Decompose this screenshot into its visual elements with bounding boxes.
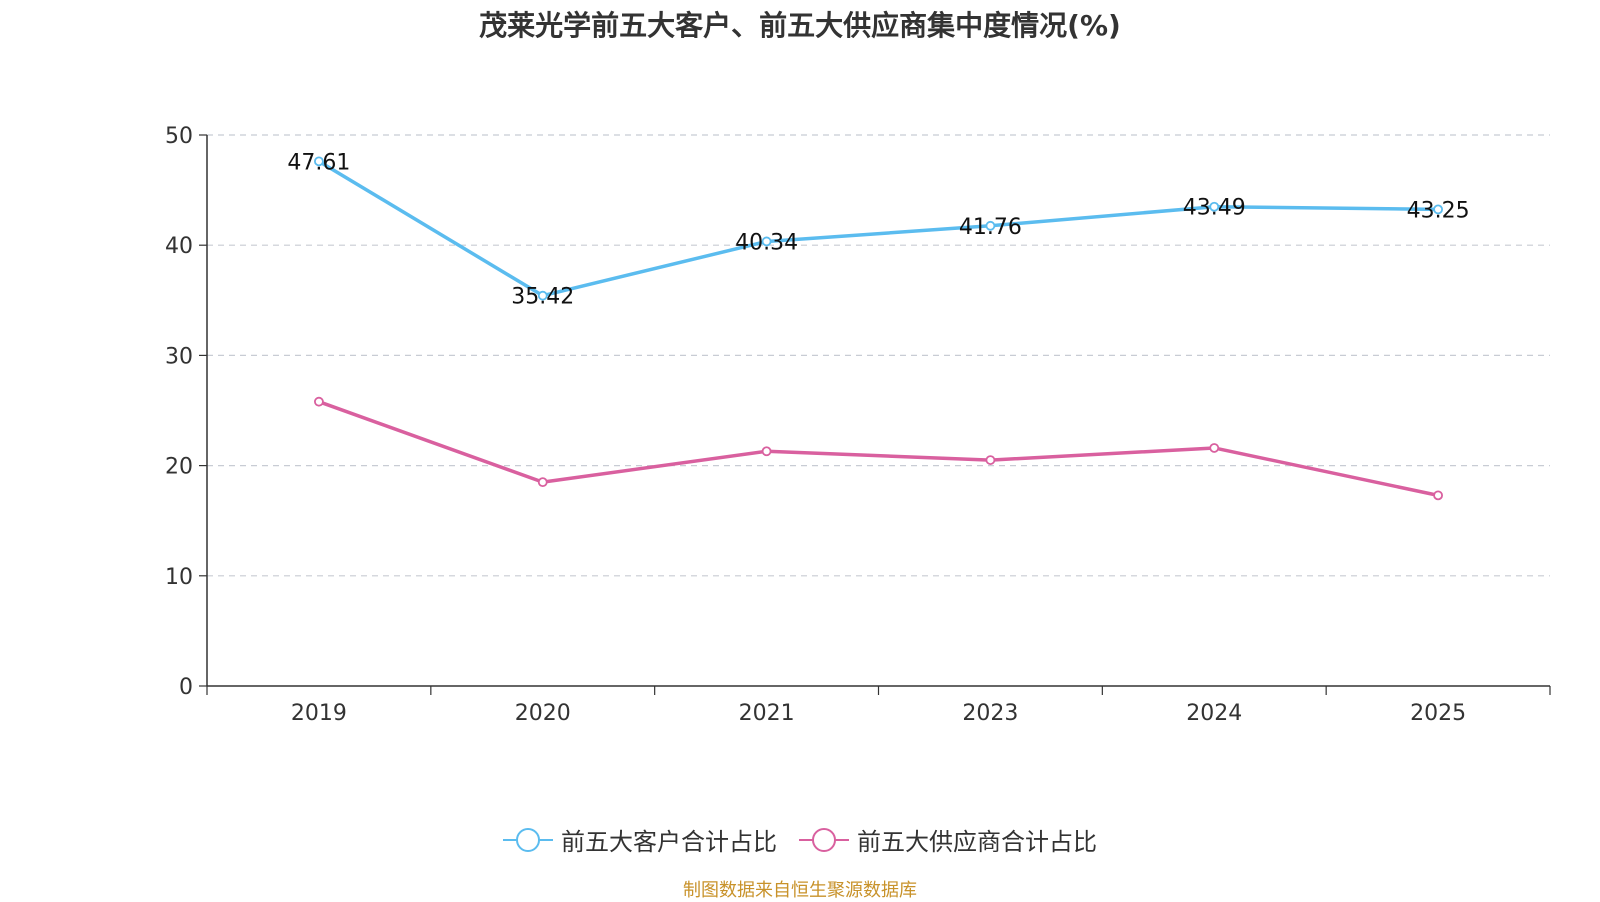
- data-point-1: [985, 455, 996, 465]
- legend-item-suppliers[interactable]: 前五大供应商合计占比: [799, 822, 1097, 857]
- series-line-1: [318, 400, 1439, 498]
- chart-title: 茂莱光学前五大客户、前五大供应商集中度情况(%): [479, 9, 1121, 42]
- data-point-0: [1433, 204, 1443, 215]
- y-tick-label: 50: [165, 124, 193, 149]
- data-label: 35.42: [511, 285, 574, 310]
- data-point-1: [1209, 443, 1220, 453]
- legend-marker-customers: [503, 827, 553, 852]
- legend-marker-suppliers: [799, 827, 849, 852]
- data-label: 47.61: [287, 150, 350, 175]
- data-point-1: [1433, 490, 1443, 501]
- data-point-0: [985, 220, 996, 231]
- series-line-0: [318, 159, 1439, 298]
- y-tick-label: 40: [165, 234, 193, 259]
- x-tick-label: 2021: [739, 701, 795, 726]
- y-tick-label: 10: [165, 565, 193, 590]
- data-labels: 47.61 35.42 40.34 41.76 43.49 43.25: [287, 150, 1469, 309]
- legend-item-customers[interactable]: 前五大客户合计占比: [503, 822, 777, 857]
- data-point-1: [537, 477, 548, 488]
- legend: 前五大客户合计占比 前五大供应商合计占比: [0, 822, 1600, 857]
- y-tick-label: 0: [179, 675, 193, 700]
- y-tick-label: 30: [165, 344, 193, 369]
- data-label: 40.34: [735, 230, 798, 255]
- x-tick-label: 2020: [515, 701, 571, 726]
- data-point-0: [761, 236, 772, 247]
- x-tick-label: 2023: [962, 701, 1018, 726]
- data-label: 43.25: [1407, 198, 1470, 223]
- grid-lines: [207, 134, 1550, 577]
- series-group: [314, 156, 1443, 501]
- legend-label-customers: 前五大客户合计占比: [561, 828, 777, 856]
- data-point-0: [537, 290, 548, 301]
- data-point-0: [314, 156, 324, 167]
- data-point-1: [314, 396, 324, 407]
- data-point-0: [1209, 201, 1220, 212]
- data-point-1: [761, 446, 772, 457]
- x-tick-label: 2024: [1186, 701, 1242, 726]
- x-tick-label: 2019: [291, 701, 347, 726]
- axes: 0 10 20 30 40 50 2019 2020 2021 2023 2024 2025: [165, 124, 1551, 726]
- data-label: 43.49: [1183, 196, 1246, 221]
- legend-label-suppliers: 前五大供应商合计占比: [857, 828, 1097, 856]
- data-label: 41.76: [959, 215, 1022, 240]
- y-tick-label: 20: [165, 455, 193, 480]
- source-note: 制图数据来自恒生聚源数据库: [683, 880, 917, 901]
- x-tick-label: 2025: [1410, 701, 1466, 726]
